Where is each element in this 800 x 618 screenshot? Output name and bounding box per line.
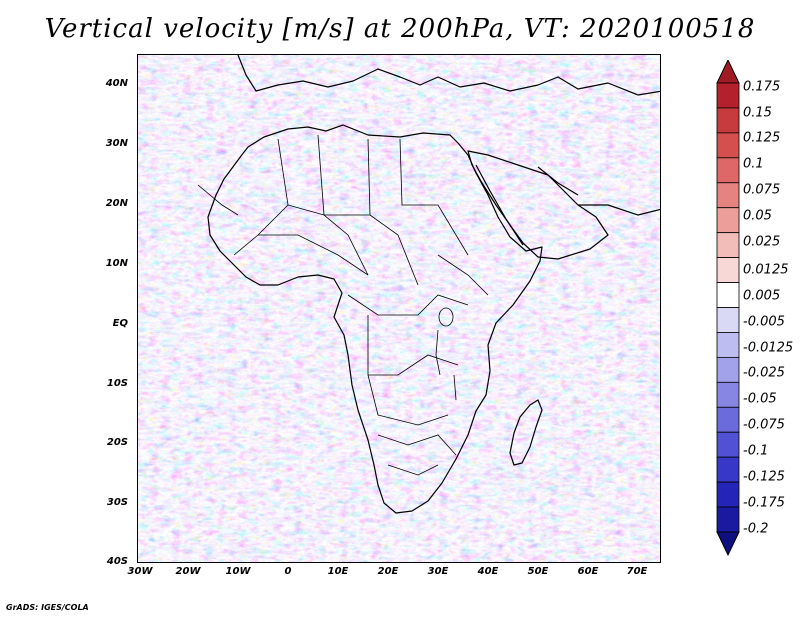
lat-label-40s: 40S xyxy=(106,556,128,567)
colorbar-label-16: -0.125 xyxy=(743,469,785,485)
map-panel xyxy=(137,54,661,563)
colorbar-label-4: 0.1 xyxy=(743,156,764,172)
arabia-coastline xyxy=(467,150,609,260)
lon-label-20e: 20E xyxy=(377,566,399,577)
colorbar-label-13: -0.05 xyxy=(743,391,777,407)
field-streaks xyxy=(138,55,660,562)
lat-label-20s: 20S xyxy=(106,437,128,448)
colorbar-boxes xyxy=(716,82,740,533)
colorbar-label-3: 0.125 xyxy=(743,130,781,146)
red-sea-coast xyxy=(475,164,524,246)
colorbar-label-5: 0.075 xyxy=(743,182,781,198)
colorbar-box-9 xyxy=(716,282,740,308)
colorbar-box-11 xyxy=(716,332,740,358)
colorbar-box-14 xyxy=(716,406,740,433)
map-title: Vertical velocity [m/s] at 200hPa, VT: 2… xyxy=(44,14,756,44)
europe-coastline xyxy=(237,55,660,96)
colorbar-box-6 xyxy=(716,207,740,234)
colorbar-box-10 xyxy=(716,307,740,333)
lat-label-30s: 30S xyxy=(106,497,128,508)
lon-label-20w: 20W xyxy=(175,566,201,577)
colorbar-box-3 xyxy=(716,132,740,159)
asia-coastline xyxy=(578,204,660,216)
coastlines xyxy=(207,55,660,514)
colorbar-box-5 xyxy=(716,182,740,209)
colorbar-box-13 xyxy=(716,381,740,408)
colorbar-label-9: 0.005 xyxy=(743,288,781,304)
lon-label-10w: 10W xyxy=(225,566,251,577)
colorbar-box-15 xyxy=(716,431,740,458)
colorbar-box-1 xyxy=(716,82,740,109)
colorbar-label-8: 0.0125 xyxy=(743,262,789,278)
lat-label-20n: 20N xyxy=(105,198,128,209)
lat-label-10n: 10N xyxy=(105,258,128,269)
lon-label-0: 0 xyxy=(284,566,292,577)
colorbar-label-11: -0.0125 xyxy=(743,340,794,356)
colorbar-box-2 xyxy=(716,107,740,134)
grads-credit: GrADS: IGES/COLA xyxy=(6,603,89,612)
lat-label-eq: EQ xyxy=(112,318,128,329)
colorbar-label-14: -0.075 xyxy=(743,417,785,433)
lon-label-30w: 30W xyxy=(127,566,153,577)
colorbar-label-15: -0.1 xyxy=(743,443,769,459)
country-borders xyxy=(197,134,489,476)
lon-label-60e: 60E xyxy=(577,566,599,577)
colorbar-label-7: 0.025 xyxy=(743,234,781,250)
lon-label-70e: 70E xyxy=(626,566,648,577)
africa-coastline xyxy=(207,124,543,514)
lon-label-50e: 50E xyxy=(527,566,549,577)
lakes xyxy=(435,307,457,401)
colorbar-label-2: 0.15 xyxy=(743,105,772,121)
colorbar-label-18: -0.2 xyxy=(743,521,769,537)
colorbar-box-16 xyxy=(716,456,740,483)
vertical-velocity-field xyxy=(138,55,660,562)
lat-label-40n: 40N xyxy=(105,78,128,89)
colorbar-label-6: 0.05 xyxy=(743,208,772,224)
lat-label-30n: 30N xyxy=(105,138,128,149)
gulf-coast xyxy=(537,166,579,196)
colorbar xyxy=(716,60,740,556)
colorbar-box-4 xyxy=(716,157,740,184)
colorbar-box-17 xyxy=(716,481,740,508)
colorbar-box-12 xyxy=(716,356,740,383)
colorbar-label-10: -0.005 xyxy=(743,314,785,330)
colorbar-box-7 xyxy=(716,232,740,259)
lat-label-10s: 10S xyxy=(106,378,128,389)
colorbar-box-8 xyxy=(716,257,740,283)
lon-label-30e: 30E xyxy=(427,566,449,577)
lon-label-40e: 40E xyxy=(477,566,499,577)
madagascar-coastline xyxy=(509,399,543,466)
lon-label-10e: 10E xyxy=(327,566,349,577)
colorbar-box-18 xyxy=(716,506,740,533)
colorbar-bottom-arrow xyxy=(716,531,740,556)
colorbar-top-arrow xyxy=(716,60,740,84)
colorbar-label-17: -0.175 xyxy=(743,495,785,511)
colorbar-label-12: -0.025 xyxy=(743,365,785,381)
colorbar-label-1: 0.175 xyxy=(743,79,781,95)
